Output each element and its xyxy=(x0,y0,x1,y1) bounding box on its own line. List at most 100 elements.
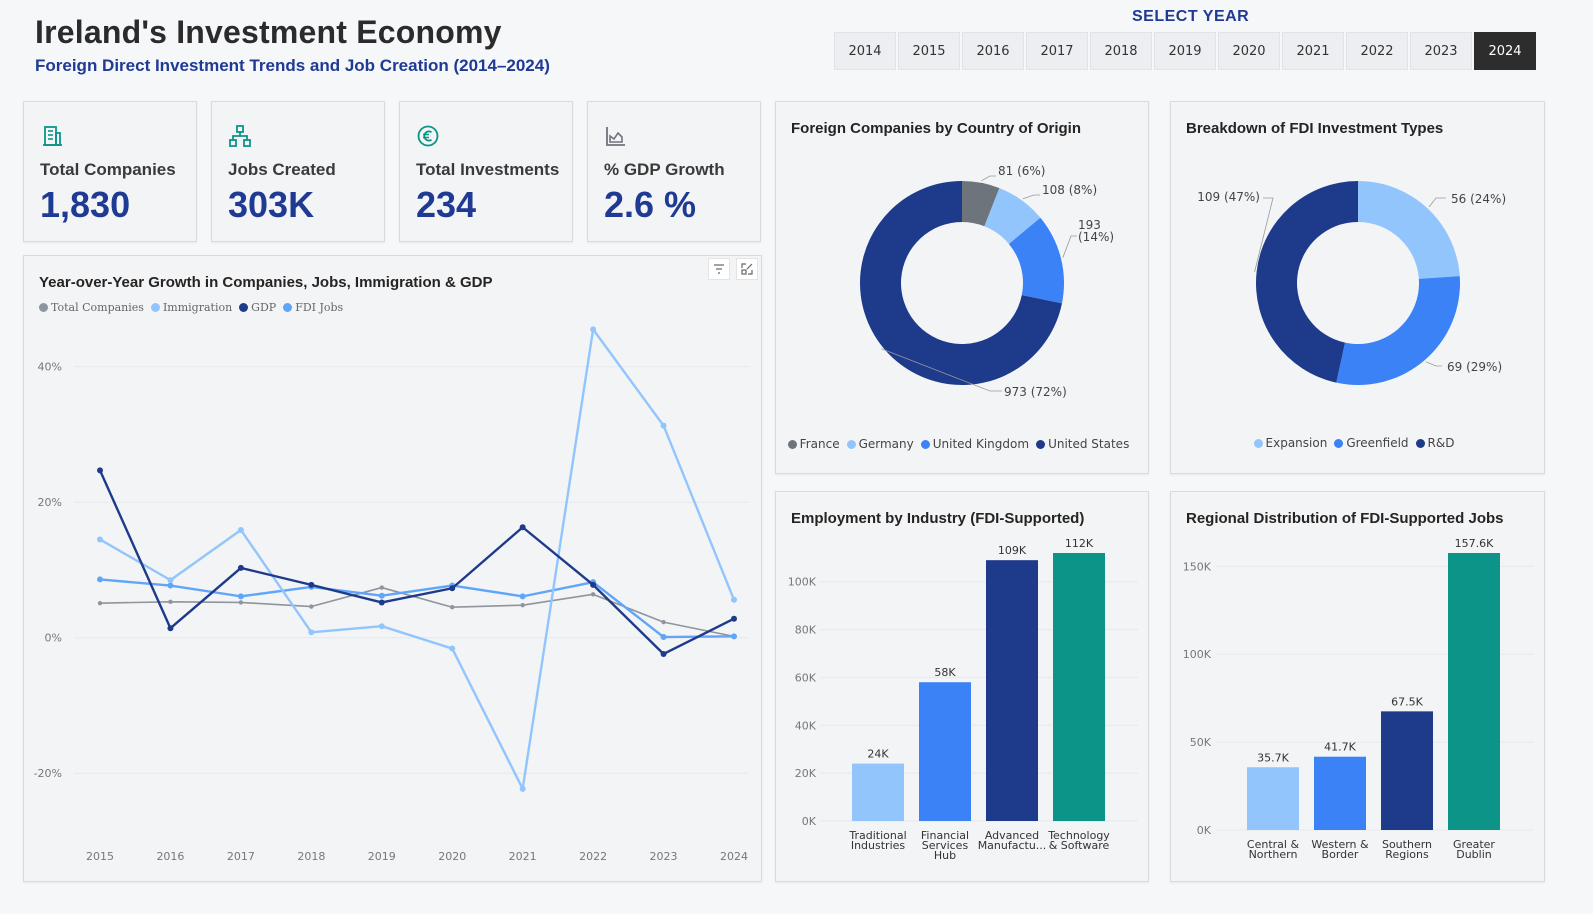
year-button-2015[interactable]: 2015 xyxy=(898,32,960,70)
data-point[interactable] xyxy=(590,326,597,333)
leader-line xyxy=(881,348,1002,392)
types-donut-title: Breakdown of FDI Investment Types xyxy=(1186,120,1444,137)
data-label: 109 (47%) xyxy=(1197,190,1260,204)
data-point[interactable] xyxy=(590,592,596,597)
legend-marker xyxy=(239,303,249,312)
year-button-2019[interactable]: 2019 xyxy=(1154,32,1216,70)
data-point[interactable] xyxy=(167,577,174,584)
data-point[interactable] xyxy=(308,629,315,636)
data-point[interactable] xyxy=(309,604,314,609)
data-point[interactable] xyxy=(660,422,667,429)
data-point[interactable] xyxy=(237,593,244,600)
x-tick-label: Regions xyxy=(1385,848,1429,861)
x-tick-label: 2017 xyxy=(227,850,255,863)
data-point[interactable] xyxy=(660,650,667,657)
data-point[interactable] xyxy=(238,600,244,605)
donut-slice-greenfield[interactable] xyxy=(1336,276,1460,385)
series-line-gdp[interactable] xyxy=(98,469,735,656)
legend-item[interactable]: FDI Jobs xyxy=(283,301,343,314)
data-label: 24K xyxy=(867,748,889,761)
bar[interactable] xyxy=(986,560,1038,821)
country-donut-legend: France Germany United Kingdom United States xyxy=(776,437,1148,451)
data-point[interactable] xyxy=(731,615,737,622)
legend-item[interactable]: Immigration xyxy=(150,301,232,314)
legend-item[interactable]: France xyxy=(787,437,840,451)
legend-item[interactable]: United States xyxy=(1036,437,1129,451)
data-point[interactable] xyxy=(450,605,455,610)
data-point[interactable] xyxy=(519,593,526,600)
x-tick-label: Industries xyxy=(851,839,906,852)
year-button-2018[interactable]: 2018 xyxy=(1090,32,1152,70)
data-point[interactable] xyxy=(449,585,456,592)
legend-item[interactable]: Expansion xyxy=(1253,436,1327,450)
legend-item[interactable]: Germany xyxy=(846,437,914,451)
legend-item[interactable]: Total Companies xyxy=(39,301,144,314)
data-point[interactable] xyxy=(97,576,103,583)
data-point[interactable] xyxy=(378,623,385,630)
focus-mode-button[interactable] xyxy=(736,258,758,280)
year-button-2017[interactable]: 2017 xyxy=(1026,32,1088,70)
data-point[interactable] xyxy=(308,581,315,588)
donut-slice-expansion[interactable] xyxy=(1358,181,1460,279)
data-point[interactable] xyxy=(520,602,525,608)
year-button-2020[interactable]: 2020 xyxy=(1218,32,1280,70)
series-line-fdi-jobs[interactable] xyxy=(99,578,735,639)
data-point[interactable] xyxy=(731,633,737,640)
data-point[interactable] xyxy=(168,599,173,604)
leader-line xyxy=(1022,194,1040,200)
data-point[interactable] xyxy=(97,467,103,474)
bar[interactable] xyxy=(919,682,971,821)
year-button-2014[interactable]: 2014 xyxy=(834,32,896,70)
filter-button[interactable] xyxy=(708,258,730,280)
kpi-value: 2.6 % xyxy=(604,184,697,225)
data-point[interactable] xyxy=(167,582,174,589)
kpi-label: % GDP Growth xyxy=(604,160,725,179)
data-point[interactable] xyxy=(519,524,526,531)
year-button-2023[interactable]: 2023 xyxy=(1410,32,1472,70)
kpi-value: 303K xyxy=(228,184,315,225)
year-button-2024[interactable]: 2024 xyxy=(1474,32,1536,70)
data-point[interactable] xyxy=(237,564,244,571)
bar[interactable] xyxy=(1053,553,1105,821)
legend-item[interactable]: Greenfield xyxy=(1334,436,1409,450)
data-point[interactable] xyxy=(378,592,385,599)
legend-item[interactable]: R&D xyxy=(1415,436,1454,450)
legend-label: GDP xyxy=(251,301,277,314)
y-tick-label: 150K xyxy=(1183,560,1212,573)
legend-marker xyxy=(1253,438,1263,448)
expand-icon xyxy=(741,263,753,275)
data-point[interactable] xyxy=(590,581,597,588)
year-button-2021[interactable]: 2021 xyxy=(1282,32,1344,70)
series-line-immigration[interactable] xyxy=(99,328,736,791)
data-point[interactable] xyxy=(97,600,103,606)
data-point[interactable] xyxy=(167,625,174,632)
donut-slice-france[interactable] xyxy=(962,181,1000,227)
data-point[interactable] xyxy=(97,536,103,543)
data-point[interactable] xyxy=(379,585,384,590)
donut-slice-united-kingdom[interactable] xyxy=(1008,217,1064,304)
bar[interactable] xyxy=(1247,767,1299,830)
legend-item[interactable]: GDP xyxy=(239,301,276,314)
bar[interactable] xyxy=(1314,756,1366,830)
data-point[interactable] xyxy=(661,619,666,625)
y-tick-label: 60K xyxy=(795,671,817,684)
legend-item[interactable]: United Kingdom xyxy=(920,437,1029,451)
donut-slice-united-states[interactable] xyxy=(860,181,1062,385)
donut-slice-r-d[interactable] xyxy=(1256,181,1358,383)
data-point[interactable] xyxy=(519,785,526,792)
data-point[interactable] xyxy=(731,596,737,603)
data-point[interactable] xyxy=(449,645,456,652)
data-label: 56 (24%) xyxy=(1451,192,1506,206)
bar[interactable] xyxy=(1448,553,1500,830)
data-point[interactable] xyxy=(660,634,667,641)
leader-line xyxy=(1428,197,1446,208)
data-point[interactable] xyxy=(378,599,385,606)
data-point[interactable] xyxy=(237,526,244,533)
donut-slice-germany[interactable] xyxy=(984,188,1041,244)
regional-bar-title: Regional Distribution of FDI-Supported J… xyxy=(1186,510,1504,527)
year-button-2022[interactable]: 2022 xyxy=(1346,32,1408,70)
bar[interactable] xyxy=(852,763,904,821)
year-button-2016[interactable]: 2016 xyxy=(962,32,1024,70)
bar[interactable] xyxy=(1381,711,1433,830)
leader-line xyxy=(1254,197,1274,272)
